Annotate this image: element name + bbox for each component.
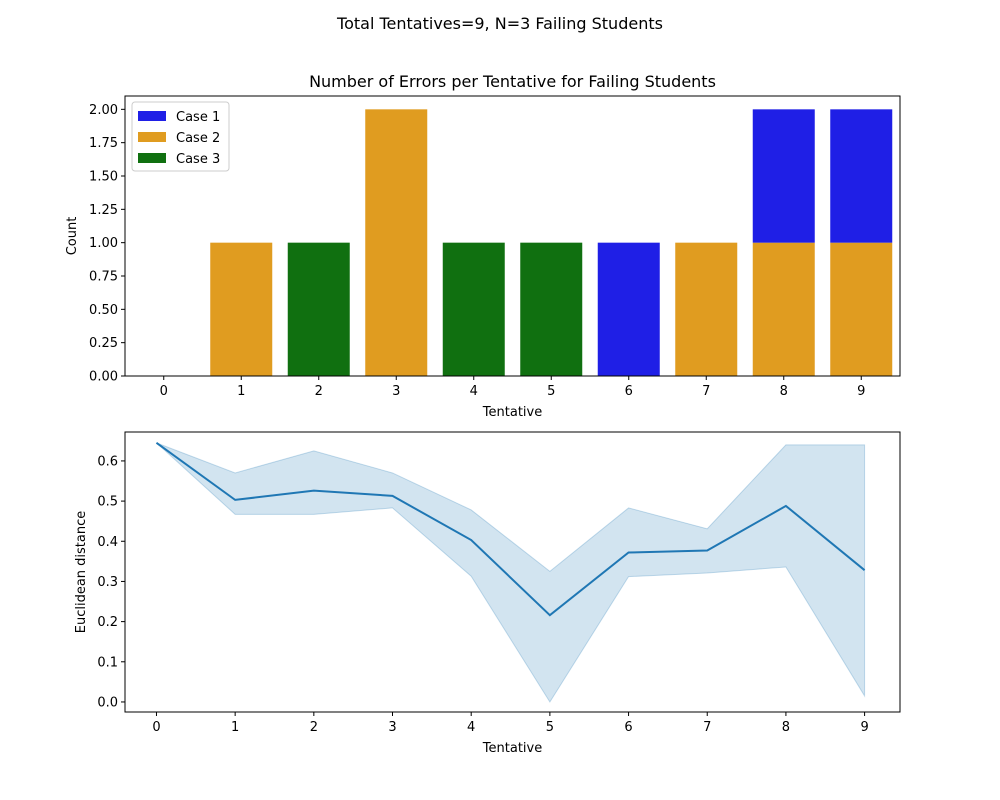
bar-chart-xlabel: Tentative [482, 405, 542, 420]
bar-case-3-4 [442, 242, 505, 376]
bar-case-2-9 [830, 242, 893, 376]
x-tick-label-3: 3 [392, 384, 400, 399]
x-tick-label-1: 1 [231, 720, 239, 735]
legend-label-case-2: Case 2 [176, 131, 220, 146]
x-tick-label-1: 1 [237, 384, 245, 399]
bar-case-2-7 [675, 242, 738, 376]
bar-chart: Number of Errors per Tentative for Faili… [65, 72, 901, 420]
y-tick-label: 0.5 [97, 495, 118, 510]
x-tick-label-6: 6 [624, 720, 632, 735]
y-tick-label: 1.00 [89, 236, 118, 251]
legend-swatch-case-3 [138, 153, 166, 163]
y-tick-label: 0.75 [89, 270, 118, 285]
x-tick-label-8: 8 [780, 384, 788, 399]
y-tick-label: 1.75 [89, 136, 118, 151]
x-tick-label-0: 0 [152, 720, 160, 735]
line-chart-xlabel: Tentative [482, 741, 542, 756]
y-tick-label: 0.6 [97, 454, 118, 469]
legend-label-case-1: Case 1 [176, 110, 220, 125]
x-tick-label-6: 6 [625, 384, 633, 399]
y-tick-label: 0.2 [97, 615, 118, 630]
figure-suptitle: Total Tentatives=9, N=3 Failing Students [336, 14, 663, 33]
legend-label-case-3: Case 3 [176, 152, 220, 167]
bar-case-2-8 [752, 242, 815, 376]
x-tick-label-0: 0 [160, 384, 168, 399]
y-tick-label: 0.00 [89, 370, 118, 385]
bar-chart-legend: Case 1 Case 2 Case 3 [131, 101, 230, 172]
bar-case-3-5 [520, 242, 583, 376]
y-tick-label: 0.4 [97, 535, 118, 550]
legend-swatch-case-2 [138, 132, 166, 142]
bar-case-3-2 [287, 242, 350, 376]
confidence-band [156, 442, 866, 703]
x-tick-label-4: 4 [467, 720, 475, 735]
bar-case-2-1 [210, 242, 273, 376]
y-tick-label: 0.0 [97, 695, 118, 710]
x-tick-label-5: 5 [546, 720, 554, 735]
x-tick-label-5: 5 [547, 384, 555, 399]
bar-case-1-8 [752, 109, 815, 243]
bar-case-2-3 [365, 109, 428, 376]
y-tick-label: 0.3 [97, 575, 118, 590]
x-tick-label-8: 8 [782, 720, 790, 735]
line-chart: 0 1 2 3 4 5 6 7 8 9 0.0 0.1 0.2 0.3 0.4 0.5 0.6 Tentativ… [74, 431, 901, 756]
bar-chart-ticks: 0 1 2 3 4 5 6 7 8 9 0.00 0.25 0.50 0.75 1.00 1.25 1.50 1.… [89, 103, 865, 399]
x-tick-label-9: 9 [857, 384, 865, 399]
bar-chart-title: Number of Errors per Tentative for Faili… [309, 72, 716, 91]
y-tick-label: 1.50 [89, 170, 118, 185]
series-line [155, 442, 866, 617]
x-tick-label-7: 7 [702, 384, 710, 399]
x-tick-label-4: 4 [470, 384, 478, 399]
bar-chart-frame [124, 95, 901, 377]
x-tick-label-9: 9 [860, 720, 868, 735]
x-tick-label-2: 2 [310, 720, 318, 735]
y-tick-label: 0.1 [97, 655, 118, 670]
bar-case-1-6 [597, 242, 660, 376]
line-chart-marks [155, 442, 866, 703]
legend-swatch-case-1 [138, 111, 166, 121]
y-tick-label: 0.50 [89, 303, 118, 318]
x-tick-label-3: 3 [388, 720, 396, 735]
y-tick-label: 1.25 [89, 203, 118, 218]
y-tick-label: 2.00 [89, 103, 118, 118]
line-chart-ylabel: Euclidean distance [74, 511, 89, 634]
x-tick-label-2: 2 [315, 384, 323, 399]
bar-chart-bars [210, 109, 893, 376]
line-chart-ticks: 0 1 2 3 4 5 6 7 8 9 0.0 0.1 0.2 0.3 0.4 0.5 0.6 [97, 454, 868, 735]
bar-chart-ylabel: Count [65, 217, 80, 256]
bar-case-1-9 [830, 109, 893, 243]
x-tick-label-7: 7 [703, 720, 711, 735]
line-chart-frame [124, 431, 901, 713]
y-tick-label: 0.25 [89, 336, 118, 351]
